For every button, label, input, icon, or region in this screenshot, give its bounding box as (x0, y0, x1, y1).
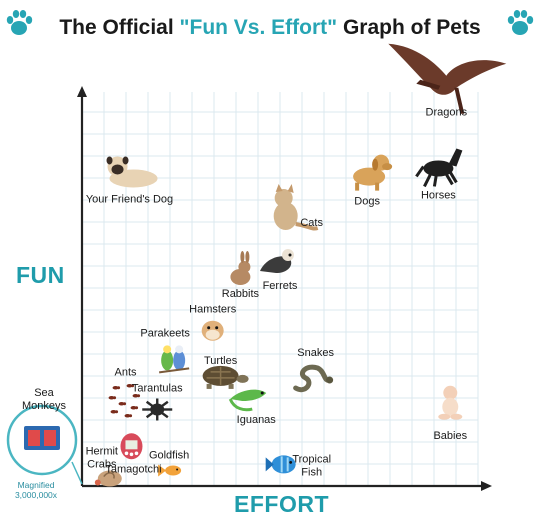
pet-label: Dragons (426, 107, 468, 119)
baby-icon (438, 385, 463, 420)
axes (77, 86, 492, 491)
horse-icon (415, 148, 463, 188)
pet-label: Ants (115, 367, 138, 379)
pet-label: Sea Monkeys (22, 387, 67, 412)
pet-label: Iguanas (237, 414, 277, 426)
title-suffix: Graph of Pets (337, 16, 481, 39)
parakeet-icon (159, 345, 190, 374)
snake-icon (293, 364, 334, 393)
pet-label: Parakeets (140, 327, 190, 339)
paw-print-icon (6, 10, 33, 35)
pet-label: Tamagotchi (105, 463, 161, 475)
iguana-icon (228, 389, 267, 412)
pet-point: Dragons (388, 43, 507, 119)
pet-label: Snakes (297, 347, 334, 359)
sea-monkeys-kit-icon (6, 404, 78, 476)
pet-point: Snakes (293, 347, 334, 393)
turtle-icon (202, 365, 249, 389)
y-axis-arrow (77, 86, 87, 97)
magnification-note: Magnified 3,000,000x (15, 480, 58, 500)
pet-label: Horses (421, 189, 456, 201)
hermit-crab-icon (94, 470, 122, 487)
pet-label: Turtles (204, 355, 238, 367)
pet-label: Ferrets (263, 280, 298, 292)
pet-point: Dogs (353, 154, 393, 208)
pet-point: Tarantulas (132, 383, 183, 421)
tamagotchi-icon (120, 433, 143, 460)
pet-point: Horses (415, 148, 463, 201)
pet-label: Hermit Crabs (86, 446, 118, 471)
pet-point: Sea Monkeys Magnified 3,000,000x (6, 387, 83, 500)
pet-point: Parakeets (140, 327, 190, 374)
dragon-icon (388, 43, 507, 114)
pet-point: Hermit Crabs (86, 446, 122, 487)
ant-icon (108, 383, 141, 418)
pet-point: Goldfish (149, 449, 189, 477)
pet-label: Tropical Fish (292, 453, 331, 478)
pet-point: Your Friend's Dog (86, 156, 173, 205)
pet-label: Babies (433, 430, 467, 442)
rabbit-icon (230, 250, 251, 285)
pet-label: Hamsters (189, 304, 237, 316)
goldfish-icon (158, 464, 182, 477)
magnify-pointer (71, 461, 83, 485)
pet-point: Hamsters (189, 304, 237, 341)
pet-point: Tamagotchi (105, 433, 162, 475)
pet-label: Tarantulas (132, 383, 183, 395)
pet-point: Cats (273, 184, 323, 231)
pug-icon (106, 156, 158, 188)
pet-point: Ants (108, 367, 141, 418)
chart-title: The Official "Fun Vs. Effort" Graph of P… (0, 8, 540, 48)
pet-label: Rabbits (222, 288, 260, 300)
dog-icon (353, 154, 393, 191)
paw-print-icon (507, 10, 534, 35)
cat-icon (273, 184, 319, 231)
pet-markers: Dragons Dogs Horses Your Friend's Dog Cats Fe… (6, 43, 507, 500)
pet-point: Turtles (202, 355, 249, 389)
pet-point: Iguanas (228, 389, 277, 426)
pet-label: Your Friend's Dog (86, 193, 173, 205)
pet-point: Babies (433, 385, 468, 442)
pet-label: Goldfish (149, 449, 189, 461)
ferret-icon (260, 249, 294, 274)
x-axis-arrow (481, 481, 492, 491)
title-prefix: The Official (59, 16, 180, 39)
title-highlight: "Fun Vs. Effort" (179, 16, 338, 39)
y-axis-label: FUN (16, 262, 65, 288)
pet-point: Tropical Fish (265, 453, 331, 478)
hamster-icon (201, 320, 224, 341)
pet-point: Ferrets (260, 249, 298, 292)
tarantula-icon (142, 398, 173, 421)
pet-point: Rabbits (222, 250, 260, 300)
pet-label: Cats (300, 217, 323, 229)
tropical-fish-icon (265, 455, 296, 474)
x-axis-label: EFFORT (234, 491, 329, 517)
pet-label: Dogs (354, 196, 380, 208)
